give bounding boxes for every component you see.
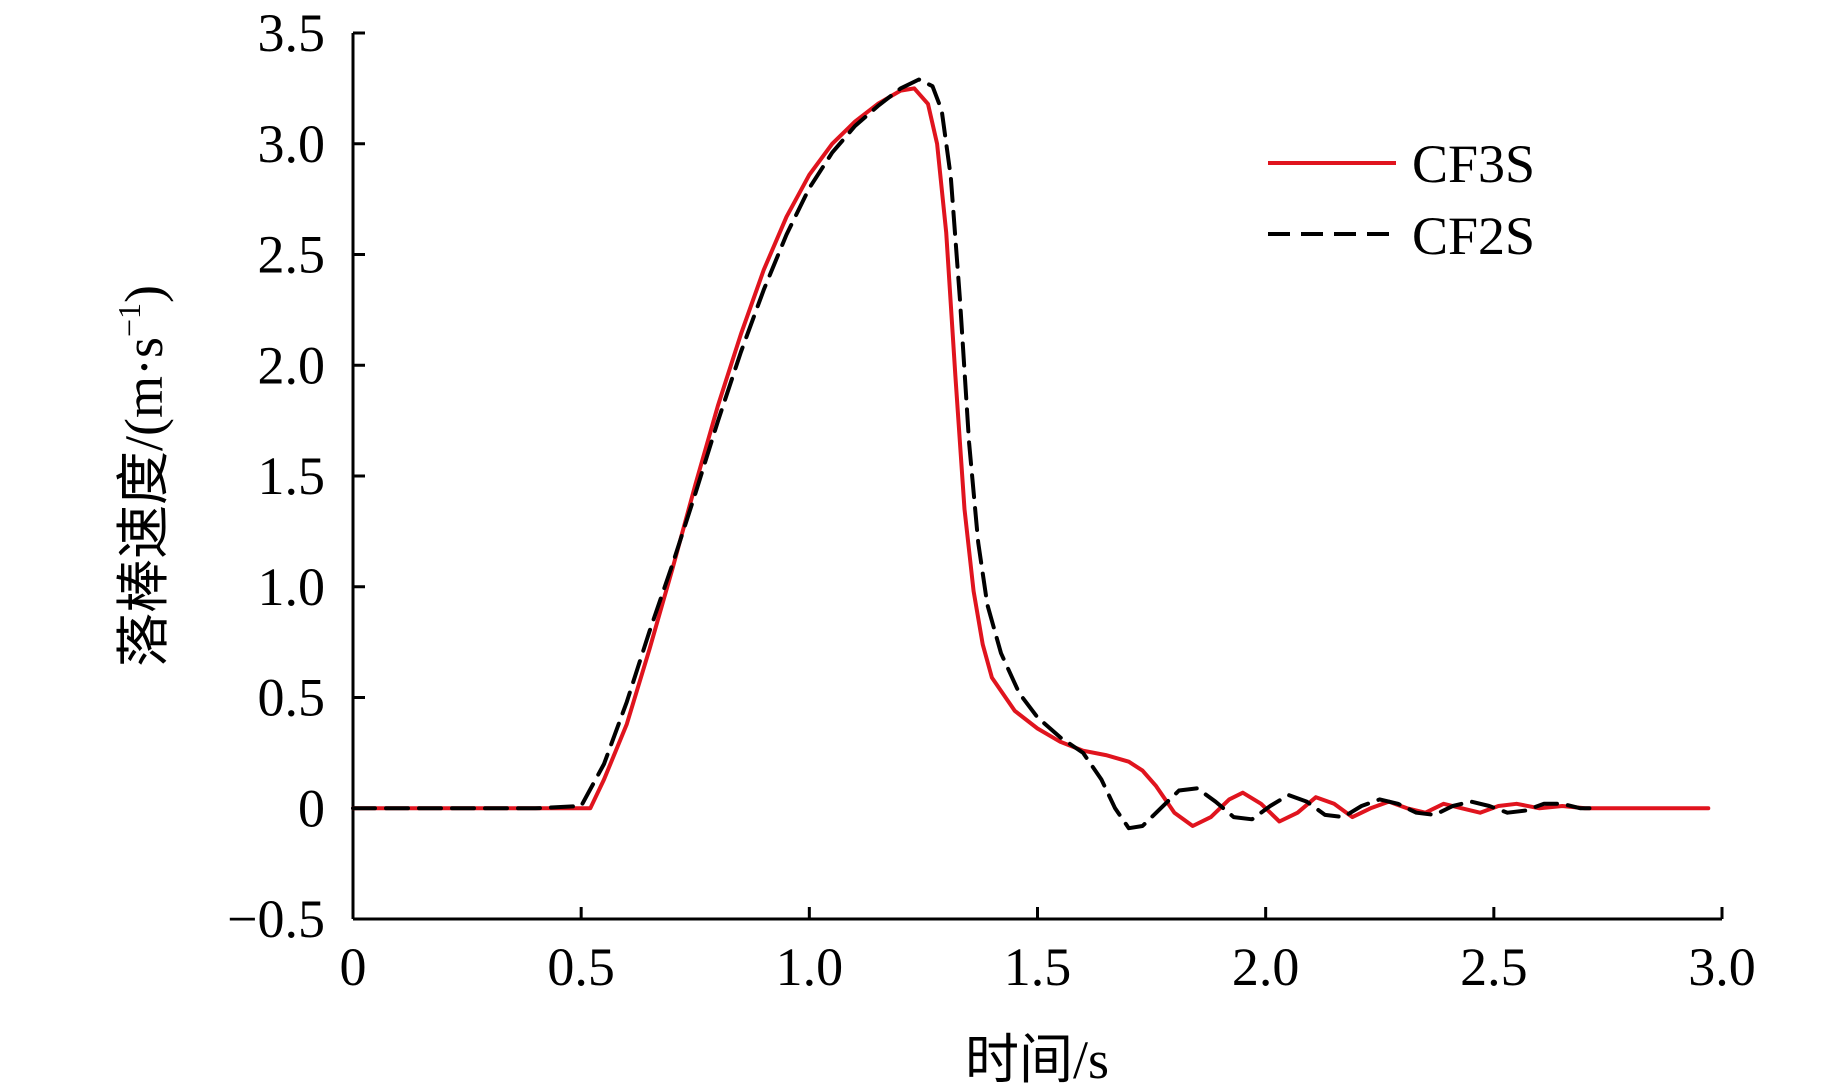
y-tick-label: 0: [298, 778, 325, 838]
y-axis-title-main: 落棒速度/(m·s: [114, 337, 174, 667]
y-axis-title: 落棒速度/(m·s−1): [111, 285, 174, 667]
y-tick-label: 1.5: [258, 446, 326, 506]
y-axis-title-exponent: −1: [111, 303, 147, 337]
x-tick-label: 2.0: [1232, 937, 1300, 997]
y-tick-label: 3.0: [258, 114, 326, 174]
x-ticks: 0 0.5 1.0 1.5 2.0 2.5 3.0: [340, 907, 1756, 997]
y-tick-label: 2.0: [258, 335, 326, 395]
x-tick-label: 1.0: [776, 937, 844, 997]
x-tick-label: 3.0: [1688, 937, 1756, 997]
x-tick-label: 1.5: [1004, 937, 1072, 997]
series-line-cf3s: [351, 86, 1711, 828]
x-tick-label: 2.5: [1460, 937, 1528, 997]
x-tick-label: 0.5: [547, 937, 615, 997]
y-tick-label: 2.5: [258, 225, 326, 285]
y-ticks: −0.5 0 0.5 1.0 1.5 2.0 2.5 3.0 3.5: [227, 3, 365, 949]
legend: CF3S CF2S: [1268, 134, 1535, 266]
y-tick-label: −0.5: [227, 889, 325, 949]
y-axis-title-close: ): [114, 285, 174, 303]
y-tick-label: 3.5: [258, 3, 326, 63]
y-tick-label: 1.0: [258, 557, 326, 617]
x-tick-label: 0: [340, 937, 367, 997]
x-axis-title: 时间/s: [965, 1030, 1109, 1086]
legend-label-cf3s: CF3S: [1412, 134, 1535, 194]
series-line-cf2s: [351, 77, 1597, 831]
legend-label-cf2s: CF2S: [1412, 206, 1535, 266]
y-tick-label: 0.5: [258, 668, 326, 728]
series-layer: [351, 77, 1711, 831]
